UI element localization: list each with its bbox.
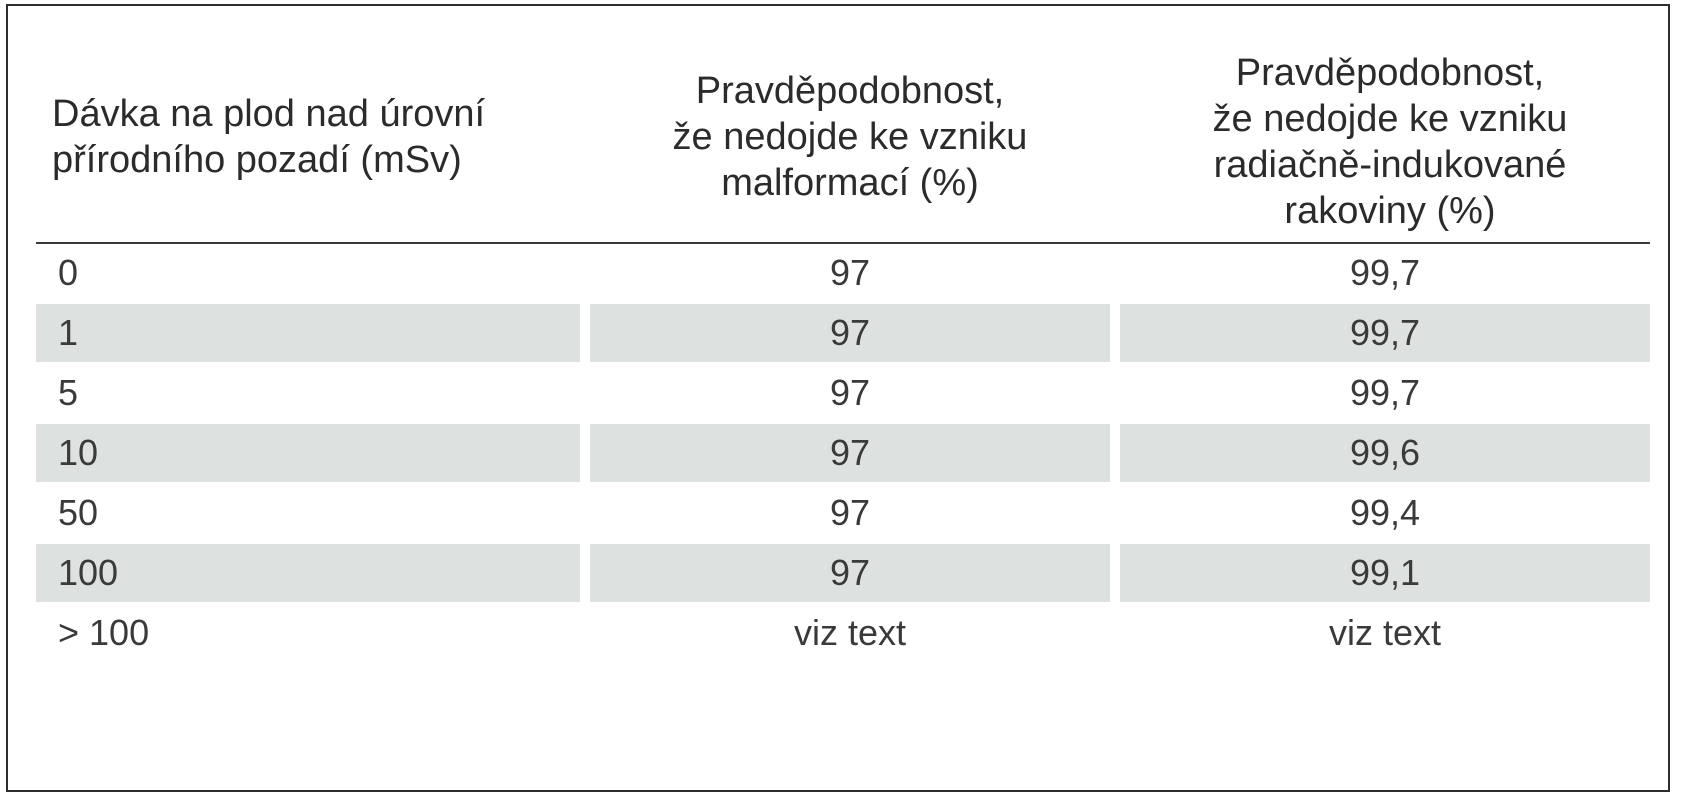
cell-malformation: 97: [829, 372, 871, 413]
cell-dose: 0: [58, 252, 79, 293]
cell-dose: > 100: [58, 612, 150, 653]
cell-dose: 10: [36, 424, 580, 482]
cell-dose: 100: [36, 544, 580, 602]
header-label-dose: Dávka na plod nad úrovní přírodního poza…: [52, 93, 486, 181]
cell-malformation: 97: [829, 252, 871, 293]
table-row: 100 97 99,1: [36, 544, 1650, 602]
cell-malformation: 97: [590, 424, 1110, 482]
header-label-cancer: Pravděpodobnost, že nedojde ke vzniku ra…: [1212, 52, 1568, 232]
table-row: 0 97 99,7: [36, 244, 1650, 302]
cell-malformation: viz text: [793, 612, 907, 653]
cell-cancer: 99,7: [1349, 252, 1421, 293]
cell-cancer: 99,4: [1349, 492, 1421, 533]
table-row: 10 97 99,6: [36, 424, 1650, 482]
data-table: Dávka na plod nad úrovní přírodního poza…: [36, 24, 1650, 662]
cell-malformation: 97: [829, 492, 871, 533]
header-cell-dose: Dávka na plod nad úrovní přírodního poza…: [52, 24, 572, 242]
table-row: > 100 viz text viz text: [36, 604, 1650, 662]
cell-dose: 5: [58, 372, 79, 413]
table-header: Dávka na plod nad úrovní přírodního poza…: [36, 24, 1650, 244]
table-row: 50 97 99,4: [36, 484, 1650, 542]
table-row: 5 97 99,7: [36, 364, 1650, 422]
cell-cancer: 99,7: [1349, 372, 1421, 413]
header-cell-cancer: Pravděpodobnost, že nedojde ke vzniku ra…: [1130, 24, 1650, 242]
cell-malformation: 97: [590, 544, 1110, 602]
cell-cancer: 99,6: [1120, 424, 1650, 482]
header-label-malformation: Pravděpodobnost, že nedojde ke vzniku ma…: [672, 70, 1028, 204]
cell-cancer: 99,7: [1120, 304, 1650, 362]
table-row: 1 97 99,7: [36, 304, 1650, 362]
cell-dose: 1: [36, 304, 580, 362]
cell-malformation: 97: [590, 304, 1110, 362]
cell-dose: 50: [58, 492, 99, 533]
header-cell-malformation: Pravděpodobnost, že nedojde ke vzniku ma…: [590, 24, 1110, 242]
cell-cancer: viz text: [1328, 612, 1442, 653]
table-frame: Dávka na plod nad úrovní přírodního poza…: [6, 4, 1670, 792]
table-body: 0 97 99,7 1 97 99,7 5 97 99,7 10 97 99,6…: [36, 244, 1650, 662]
cell-cancer: 99,1: [1120, 544, 1650, 602]
